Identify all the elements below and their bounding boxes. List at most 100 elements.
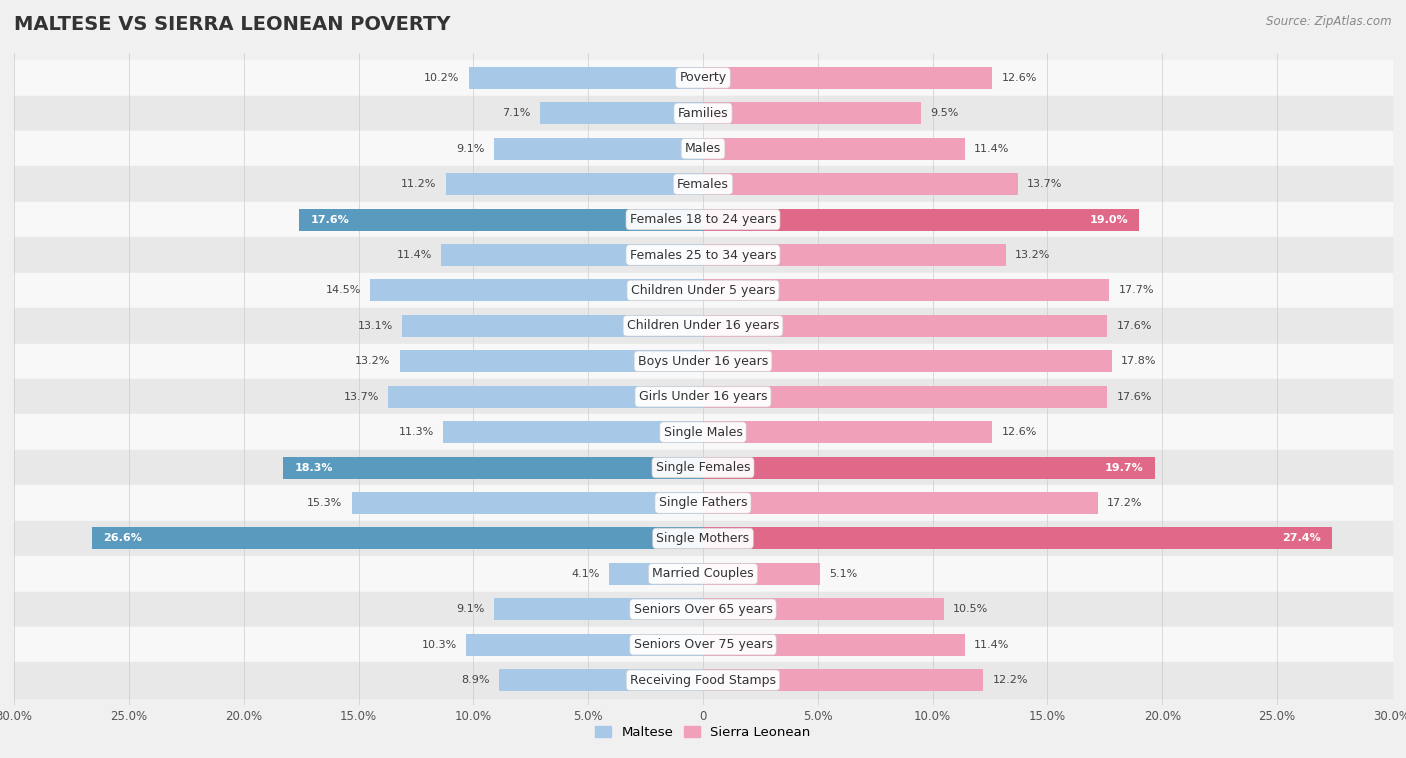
Bar — [494, 138, 703, 160]
Text: 15.3%: 15.3% — [307, 498, 343, 508]
Text: Children Under 5 years: Children Under 5 years — [631, 284, 775, 297]
Text: Families: Families — [678, 107, 728, 120]
Text: 27.4%: 27.4% — [1282, 534, 1320, 543]
Text: Children Under 16 years: Children Under 16 years — [627, 319, 779, 332]
Text: Seniors Over 75 years: Seniors Over 75 years — [634, 638, 772, 651]
Bar — [540, 102, 703, 124]
Bar — [703, 456, 1156, 478]
Text: 13.1%: 13.1% — [357, 321, 392, 330]
Text: Single Fathers: Single Fathers — [659, 496, 747, 509]
Bar — [703, 669, 983, 691]
Bar — [467, 634, 703, 656]
Bar — [14, 449, 1392, 485]
Bar — [14, 556, 1392, 591]
Bar — [14, 131, 1392, 167]
Bar — [703, 492, 1098, 514]
Text: 11.4%: 11.4% — [396, 250, 432, 260]
Bar — [14, 415, 1392, 449]
Bar — [370, 280, 703, 302]
Bar — [14, 237, 1392, 273]
Bar — [283, 456, 703, 478]
Text: MALTESE VS SIERRA LEONEAN POVERTY: MALTESE VS SIERRA LEONEAN POVERTY — [14, 15, 450, 34]
Text: 12.6%: 12.6% — [1001, 428, 1036, 437]
Text: Single Mothers: Single Mothers — [657, 532, 749, 545]
Text: 17.6%: 17.6% — [1116, 321, 1152, 330]
Bar — [468, 67, 703, 89]
Text: 11.2%: 11.2% — [401, 179, 437, 190]
Bar — [402, 315, 703, 337]
Text: 4.1%: 4.1% — [571, 568, 599, 579]
Bar — [703, 598, 945, 620]
Text: 13.7%: 13.7% — [1026, 179, 1062, 190]
Bar — [14, 343, 1392, 379]
Bar — [14, 273, 1392, 309]
Bar — [703, 138, 965, 160]
Bar — [499, 669, 703, 691]
Text: 13.2%: 13.2% — [356, 356, 391, 366]
Text: 9.1%: 9.1% — [457, 144, 485, 154]
Text: 17.6%: 17.6% — [1116, 392, 1152, 402]
Bar — [14, 60, 1392, 96]
Bar — [703, 421, 993, 443]
Bar — [14, 202, 1392, 237]
Text: Females 25 to 34 years: Females 25 to 34 years — [630, 249, 776, 262]
Text: Girls Under 16 years: Girls Under 16 years — [638, 390, 768, 403]
Text: 19.7%: 19.7% — [1105, 462, 1144, 472]
Bar — [446, 173, 703, 195]
Text: Females: Females — [678, 177, 728, 191]
Bar — [494, 598, 703, 620]
Text: Single Males: Single Males — [664, 426, 742, 439]
Bar — [14, 662, 1392, 698]
Bar — [443, 421, 703, 443]
Bar — [14, 485, 1392, 521]
Text: 17.8%: 17.8% — [1121, 356, 1157, 366]
Text: 9.1%: 9.1% — [457, 604, 485, 614]
Text: Seniors Over 65 years: Seniors Over 65 years — [634, 603, 772, 615]
Text: Females 18 to 24 years: Females 18 to 24 years — [630, 213, 776, 226]
Text: 14.5%: 14.5% — [325, 286, 361, 296]
Bar — [14, 379, 1392, 415]
Text: 9.5%: 9.5% — [931, 108, 959, 118]
Text: 10.3%: 10.3% — [422, 640, 457, 650]
Text: 10.2%: 10.2% — [425, 73, 460, 83]
Bar — [352, 492, 703, 514]
Bar — [703, 528, 1333, 550]
Bar — [14, 96, 1392, 131]
Text: Married Couples: Married Couples — [652, 567, 754, 581]
Text: 13.7%: 13.7% — [344, 392, 380, 402]
Text: Receiving Food Stamps: Receiving Food Stamps — [630, 674, 776, 687]
Text: 11.3%: 11.3% — [399, 428, 434, 437]
Bar — [703, 563, 820, 585]
Bar — [703, 386, 1107, 408]
Bar — [703, 208, 1139, 230]
Bar — [399, 350, 703, 372]
Text: 8.9%: 8.9% — [461, 675, 489, 685]
Text: Source: ZipAtlas.com: Source: ZipAtlas.com — [1267, 15, 1392, 28]
Text: 17.2%: 17.2% — [1107, 498, 1143, 508]
Bar — [93, 528, 703, 550]
Bar — [703, 173, 1018, 195]
Text: 12.2%: 12.2% — [993, 675, 1028, 685]
Bar — [703, 350, 1112, 372]
Bar — [703, 67, 993, 89]
Text: 18.3%: 18.3% — [294, 462, 333, 472]
Bar — [14, 167, 1392, 202]
Bar — [609, 563, 703, 585]
Text: 13.2%: 13.2% — [1015, 250, 1050, 260]
Bar — [14, 591, 1392, 627]
Text: Single Females: Single Females — [655, 461, 751, 474]
Text: 19.0%: 19.0% — [1090, 215, 1128, 224]
Text: 10.5%: 10.5% — [953, 604, 988, 614]
Bar — [299, 208, 703, 230]
Legend: Maltese, Sierra Leonean: Maltese, Sierra Leonean — [591, 720, 815, 744]
Bar — [703, 634, 965, 656]
Bar — [703, 280, 1109, 302]
Text: 12.6%: 12.6% — [1001, 73, 1036, 83]
Bar — [703, 102, 921, 124]
Text: Males: Males — [685, 143, 721, 155]
Text: 11.4%: 11.4% — [974, 640, 1010, 650]
Bar — [703, 244, 1007, 266]
Text: 7.1%: 7.1% — [502, 108, 531, 118]
Text: 11.4%: 11.4% — [974, 144, 1010, 154]
Text: 17.7%: 17.7% — [1119, 286, 1154, 296]
